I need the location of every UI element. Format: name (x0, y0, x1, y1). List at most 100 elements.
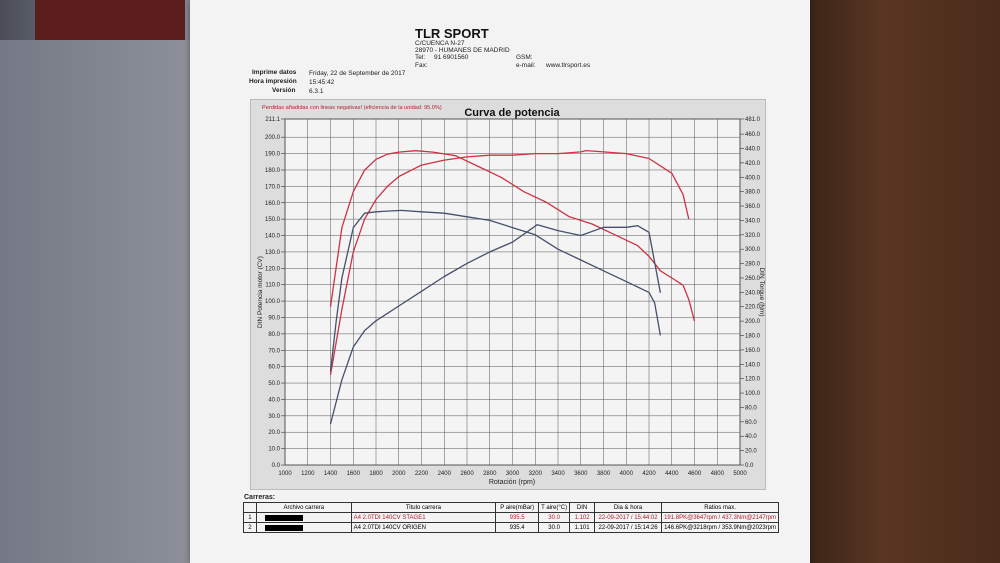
run-title: A4 2.0TDI 140CV ORIGEN (350, 522, 497, 533)
x-tick-label: 5000 (733, 471, 747, 477)
run-taire: 30.0 (538, 522, 571, 533)
x-tick-label: 4000 (620, 471, 634, 477)
header-dia-hora: Dia & hora (594, 502, 663, 513)
y-tick-label: 20.0 (268, 430, 280, 436)
table-row[interactable]: 1 A4 2.0TDI 140CV STAGE1 935.5 30.0 1.10… (243, 512, 779, 523)
run-ratios: 146.6PK@3218rpm / 353.9Nm@2023rpm (661, 522, 779, 533)
y-tick-label: 120.0 (265, 266, 281, 272)
y2-tick-label: 220.0 (745, 305, 761, 311)
y-tick-label: 180.0 (265, 168, 281, 174)
x-tick-label: 1400 (324, 471, 338, 477)
y2-tick-label: 260.0 (745, 276, 761, 282)
series-line-a4-2-0tdi-140cv-origen-torque (329, 209, 662, 372)
table-row[interactable]: 2 A4 2.0TDI 140CV ORIGEN 935.4 30.0 1.10… (243, 522, 779, 533)
y-tick-label: 70.0 (268, 348, 280, 354)
x-tick-label: 3400 (551, 471, 565, 477)
x-axis-label: Rotación (rpm) (489, 479, 535, 486)
redacted-filename (255, 512, 352, 523)
y-tick-label: 0.0 (272, 463, 281, 469)
gsm-label: GSM: (516, 54, 533, 61)
carreras-label: Carreras: (244, 494, 276, 501)
run-date: 22-09-2017 / 15:14:26 (594, 522, 663, 533)
table-header-row: Archivo carrera Titulo carrera P aire(mB… (243, 502, 779, 513)
address-line-2: 28970 - HUMANES DE MADRID (415, 47, 510, 54)
y-tick-label: 100.0 (265, 299, 281, 305)
y-tick-label: 30.0 (268, 414, 280, 420)
tel-label: Tel: (415, 54, 426, 61)
run-date: 22-09-2017 / 15:44:02 (594, 512, 663, 523)
website-link[interactable]: www.tlrsport.es (546, 62, 591, 69)
y2-tick-label: 400.0 (745, 175, 761, 181)
y-tick-label: 40.0 (268, 397, 280, 403)
redacted-filename (255, 522, 352, 533)
y2-axis-label: DIN Torque (Nm) (758, 267, 765, 316)
email-label: e-mail: (516, 62, 536, 69)
header-taire: T aire(°C) (538, 502, 571, 513)
y2-tick-label: 180.0 (745, 334, 761, 340)
run-ratios: 191.8PK@3647rpm / 437.3Nm@2147rpm (661, 512, 779, 523)
chart-subtitle: Perdidas añadidas con lineas negativas! … (262, 105, 442, 111)
y2-tick-label: 360.0 (745, 204, 761, 210)
y-tick-label: 10.0 (268, 447, 280, 453)
row-number: 1 (243, 512, 257, 523)
y-tick-label: 50.0 (268, 381, 280, 387)
y2-tick-label: 120.0 (745, 377, 761, 383)
series-line-a4-2-0tdi-140cv-origen-power (329, 224, 662, 425)
y2-tick-label: 481.0 (745, 117, 761, 123)
fax-label: Fax: (415, 62, 428, 69)
header-archivo: Archivo carrera (255, 502, 352, 513)
y-tick-label: 211.1 (265, 117, 280, 123)
y-tick-label: 170.0 (265, 184, 281, 190)
header-paire: P aire(mBar) (495, 502, 540, 513)
y2-tick-label: 100.0 (745, 391, 761, 397)
row-number: 2 (243, 522, 257, 533)
runs-table: Archivo carrera Titulo carrera P aire(mB… (243, 502, 779, 533)
x-tick-label: 1800 (369, 471, 383, 477)
x-tick-label: 1200 (301, 471, 315, 477)
header-din: DIN (569, 502, 596, 513)
version-value: 6.3.1 (309, 88, 324, 95)
version-label: Versión (272, 87, 296, 94)
tel-value: 91 6901560 (434, 54, 469, 61)
run-taire: 30.0 (538, 512, 571, 523)
y-tick-label: 190.0 (265, 152, 281, 158)
print-time-value: 15:45:42 (309, 79, 335, 86)
y-tick-label: 110.0 (265, 283, 280, 289)
y-tick-label: 90.0 (268, 315, 280, 321)
run-din: 1.102 (569, 512, 596, 523)
y2-tick-label: 20.0 (745, 449, 757, 455)
print-date-value: Friday, 22 de September de 2017 (309, 70, 406, 77)
y2-tick-label: 160.0 (745, 348, 761, 354)
background-book-red (35, 0, 185, 40)
series-line-a4-2-0tdi-140cv-stage1-torque (329, 150, 696, 322)
y-tick-label: 130.0 (265, 250, 281, 256)
y2-tick-label: 340.0 (745, 218, 761, 224)
run-paire: 935.5 (495, 512, 540, 523)
print-time-label: Hora impresión (249, 78, 297, 85)
header-ratios: Ratios max. (661, 502, 779, 513)
x-tick-label: 1000 (278, 471, 292, 477)
y-tick-label: 140.0 (265, 234, 281, 240)
background-book (0, 40, 190, 563)
header-titulo: Titulo carrera (350, 502, 497, 513)
y2-tick-label: 240.0 (745, 290, 761, 296)
y2-tick-label: 420.0 (745, 161, 761, 167)
background-left (0, 0, 205, 563)
x-tick-label: 3200 (529, 471, 543, 477)
series-line-a4-2-0tdi-140cv-stage1-power (329, 149, 690, 376)
y2-tick-label: 280.0 (745, 262, 761, 268)
x-tick-label: 2200 (415, 471, 429, 477)
address-line-1: C/CUENCA N-27 (415, 40, 465, 47)
background-table (805, 0, 1000, 563)
run-din: 1.101 (569, 522, 596, 533)
y-tick-label: 60.0 (268, 365, 280, 371)
x-tick-label: 2000 (392, 471, 406, 477)
y-tick-label: 80.0 (268, 332, 280, 338)
company-name: TLR SPORT (415, 26, 489, 41)
x-tick-label: 4400 (665, 471, 679, 477)
run-title: A4 2.0TDI 140CV STAGE1 (350, 512, 497, 523)
x-tick-label: 4600 (688, 471, 702, 477)
x-tick-label: 4200 (642, 471, 656, 477)
x-tick-label: 4800 (711, 471, 725, 477)
